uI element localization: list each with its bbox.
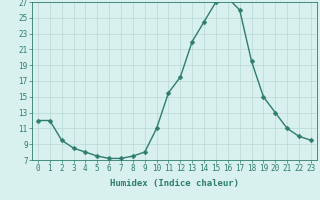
X-axis label: Humidex (Indice chaleur): Humidex (Indice chaleur): [110, 179, 239, 188]
